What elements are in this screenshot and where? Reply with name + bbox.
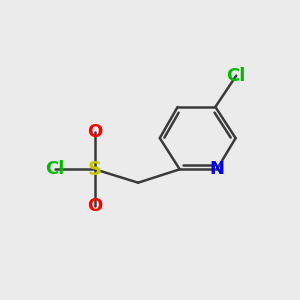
Text: O: O [87, 197, 103, 215]
Text: Cl: Cl [45, 160, 64, 178]
Text: N: N [209, 160, 224, 178]
Text: O: O [87, 123, 103, 141]
Text: Cl: Cl [226, 67, 246, 85]
Text: S: S [88, 160, 102, 179]
